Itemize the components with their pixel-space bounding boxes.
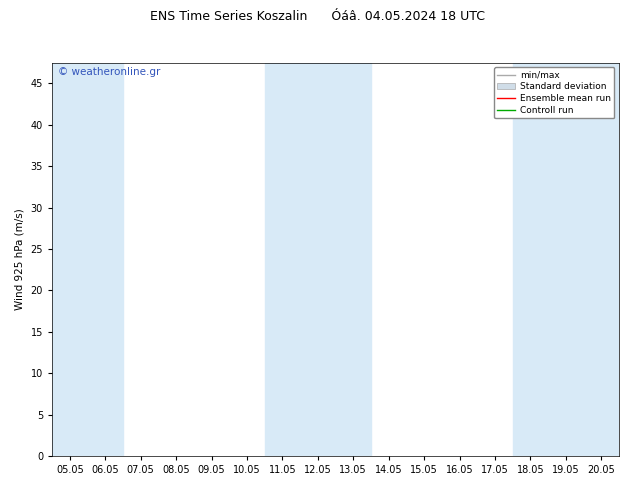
Y-axis label: Wind 925 hPa (m/s): Wind 925 hPa (m/s) [15, 208, 25, 310]
Legend: min/max, Standard deviation, Ensemble mean run, Controll run: min/max, Standard deviation, Ensemble me… [494, 67, 614, 119]
Bar [264, 63, 371, 456]
Text: ENS Time Series Koszalin      Óáâ. 04.05.2024 18 UTC: ENS Time Series Koszalin Óáâ. 04.05.2024… [150, 10, 484, 23]
Bar [52, 63, 123, 456]
Text: © weatheronline.gr: © weatheronline.gr [58, 67, 160, 76]
Bar [513, 63, 619, 456]
